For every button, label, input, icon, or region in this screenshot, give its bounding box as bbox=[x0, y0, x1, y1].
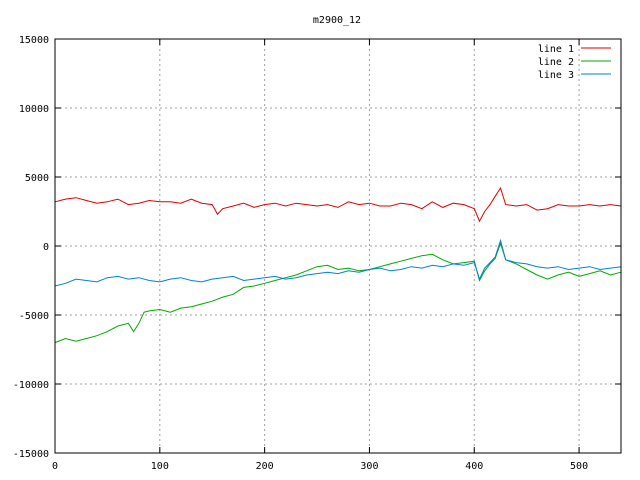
x-tick-label: 200 bbox=[256, 461, 274, 472]
grid bbox=[55, 39, 621, 453]
series-line-2 bbox=[54, 241, 622, 344]
legend-label-2: line 2 bbox=[538, 57, 574, 68]
y-tick-label: 0 bbox=[43, 242, 49, 253]
series-layer bbox=[54, 186, 622, 344]
legend-label-1: line 1 bbox=[538, 44, 574, 55]
x-tick-label: 400 bbox=[465, 461, 483, 472]
axis-ticks: 0 100 200 300 400 500 -15000 -10000 -5000 0 5000 10… bbox=[13, 35, 621, 472]
series-line-1 bbox=[54, 186, 622, 223]
x-tick-label: 100 bbox=[151, 461, 169, 472]
series-line-3 bbox=[54, 238, 622, 287]
y-tick-label: 5000 bbox=[25, 173, 49, 184]
legend: line 1 line 2 line 3 bbox=[538, 44, 611, 81]
y-tick-label: -5000 bbox=[19, 311, 49, 322]
y-tick-label: 10000 bbox=[19, 104, 49, 115]
legend-label-3: line 3 bbox=[538, 70, 574, 81]
x-tick-label: 300 bbox=[360, 461, 378, 472]
chart-title: m2900_12 bbox=[313, 15, 361, 26]
x-tick-label: 500 bbox=[570, 461, 588, 472]
y-tick-label: -15000 bbox=[13, 449, 49, 460]
y-tick-label: -10000 bbox=[13, 380, 49, 391]
x-tick-label: 0 bbox=[52, 461, 58, 472]
y-tick-label: 15000 bbox=[19, 35, 49, 46]
